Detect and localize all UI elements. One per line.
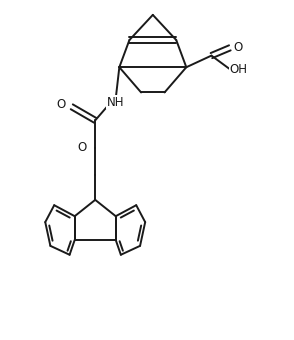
Text: O: O — [77, 141, 86, 154]
Text: OH: OH — [230, 63, 248, 76]
Text: O: O — [233, 41, 243, 54]
Text: NH: NH — [107, 96, 124, 109]
Text: O: O — [56, 98, 65, 111]
